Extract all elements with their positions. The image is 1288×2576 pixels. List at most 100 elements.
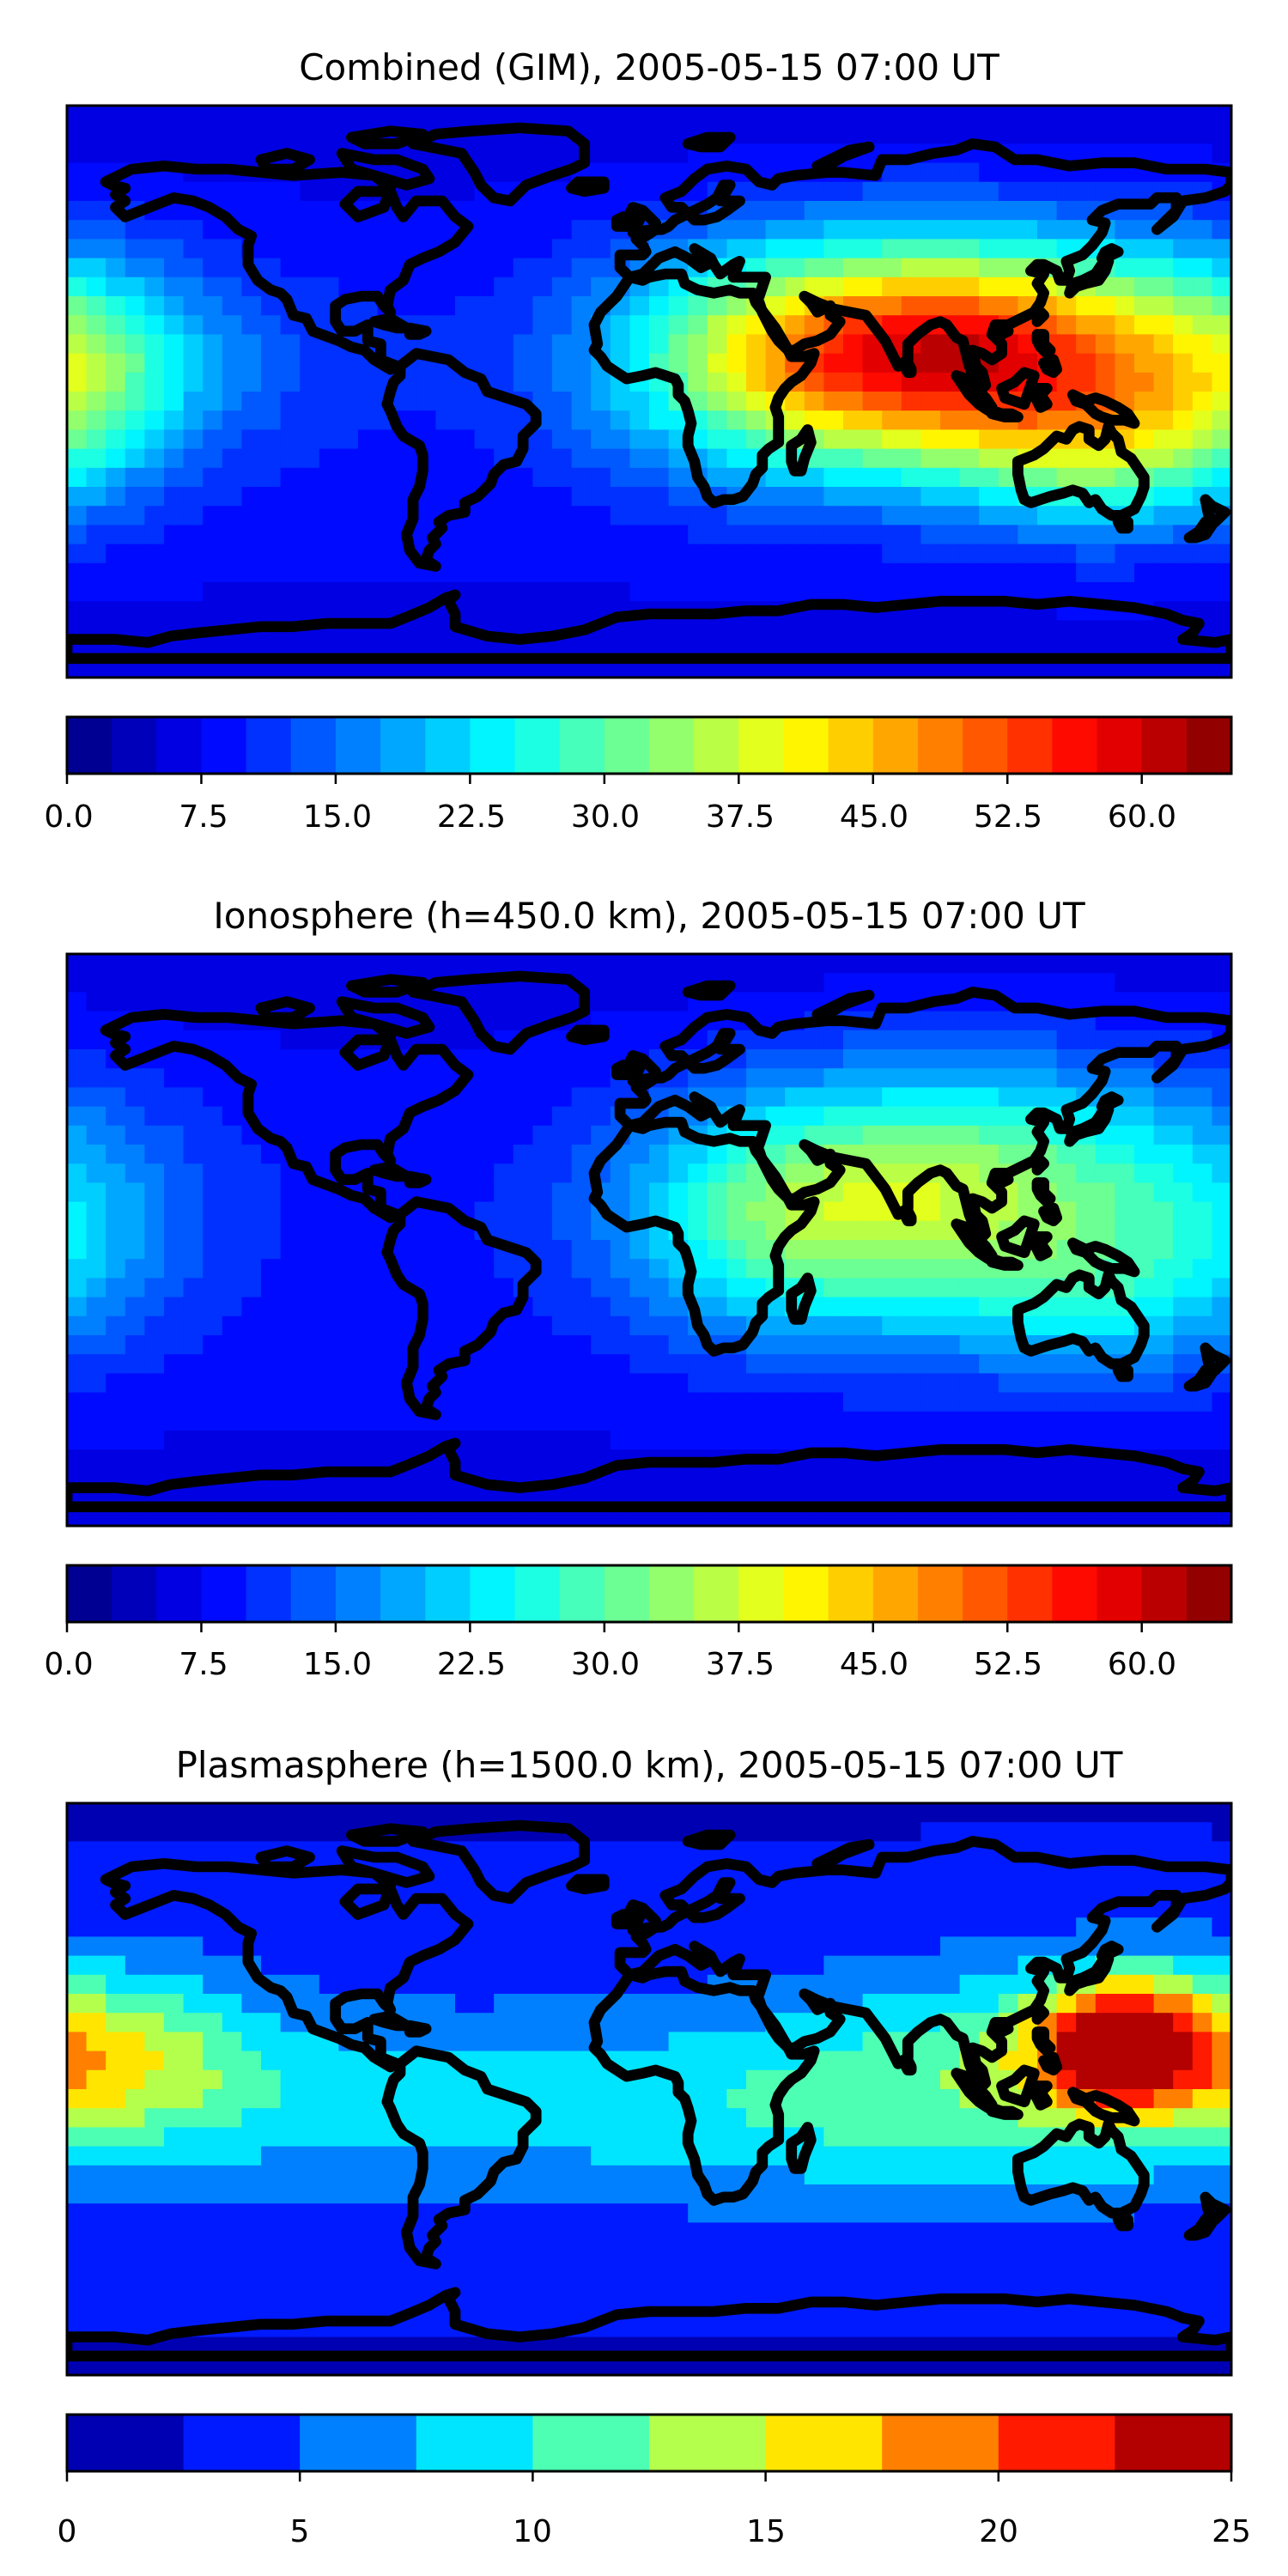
field-cell xyxy=(125,1182,145,1203)
field-cell xyxy=(358,601,379,621)
field-cell xyxy=(474,448,495,469)
field-cell xyxy=(1134,954,1155,974)
field-cell xyxy=(668,1297,689,1317)
field-cell xyxy=(144,1030,165,1050)
field-cell xyxy=(746,1182,767,1203)
field-cell xyxy=(300,525,320,545)
field-cell xyxy=(222,1994,242,2014)
field-cell xyxy=(940,1917,961,1937)
field-cell xyxy=(959,1011,980,1031)
field-cell xyxy=(920,1068,941,1088)
field-cell xyxy=(67,954,88,974)
field-cell xyxy=(203,1259,223,1279)
field-cell xyxy=(610,2203,630,2223)
field-cell xyxy=(1173,2165,1194,2185)
colorbar-segment xyxy=(783,1565,829,1622)
field-cell xyxy=(862,1278,883,1298)
field-cell xyxy=(183,1163,204,1183)
field-cell xyxy=(261,1259,282,1279)
field-cell xyxy=(319,239,339,259)
field-cell xyxy=(1056,143,1077,164)
field-cell xyxy=(1192,1803,1212,1823)
field-cell xyxy=(882,506,902,526)
field-cell xyxy=(571,544,592,564)
field-cell xyxy=(1153,1315,1174,1336)
field-cell xyxy=(688,1145,708,1164)
field-cell xyxy=(86,315,106,335)
field-cell xyxy=(843,973,864,993)
field-cell xyxy=(998,201,1018,221)
field-cell xyxy=(261,220,282,240)
field-cell xyxy=(649,276,670,297)
field-cell xyxy=(1076,1297,1097,1317)
field-cell xyxy=(300,201,320,221)
field-cell xyxy=(494,410,514,430)
field-cell xyxy=(1056,1315,1077,1336)
field-cell xyxy=(1212,1335,1231,1355)
field-cell xyxy=(183,954,204,974)
field-cell xyxy=(765,1087,786,1108)
field-cell xyxy=(261,1879,282,1899)
field-cell xyxy=(823,276,844,297)
field-cell xyxy=(610,1392,630,1413)
field-cell xyxy=(532,2069,553,2090)
field-cell xyxy=(319,353,339,374)
field-cell xyxy=(1056,1297,1077,1317)
field-cell xyxy=(998,1068,1018,1088)
field-cell xyxy=(940,1468,961,1489)
field-cell xyxy=(804,1315,824,1336)
field-cell xyxy=(532,1087,553,1108)
field-cell xyxy=(338,239,359,259)
field-cell xyxy=(765,239,786,259)
field-cell xyxy=(280,2069,301,2090)
field-cell xyxy=(474,1431,495,1450)
field-cell xyxy=(649,410,670,430)
field-cell xyxy=(1115,1106,1135,1127)
field-cell xyxy=(804,2184,824,2204)
field-cell xyxy=(940,181,961,202)
field-cell xyxy=(1153,2013,1174,2032)
field-cell xyxy=(532,258,553,278)
field-cell xyxy=(513,1974,533,1995)
field-cell xyxy=(125,2203,145,2223)
field-cell xyxy=(1212,2013,1231,2032)
field-cell xyxy=(319,1068,339,1088)
field-cell xyxy=(144,1955,165,1976)
field-cell xyxy=(726,525,747,545)
field-cell xyxy=(125,1449,145,1469)
field-cell xyxy=(688,2032,708,2052)
field-cell xyxy=(280,506,301,526)
field-cell xyxy=(144,392,165,411)
field-cell xyxy=(940,2108,961,2128)
field-cell xyxy=(804,1068,824,1088)
field-cell xyxy=(707,1354,727,1374)
field-cell xyxy=(319,1125,339,1145)
field-cell xyxy=(203,562,223,583)
field-cell xyxy=(1212,2069,1231,2090)
field-cell xyxy=(998,1411,1018,1431)
field-cell xyxy=(532,1335,553,1355)
field-cell xyxy=(474,1106,495,1127)
field-cell xyxy=(707,2032,727,2052)
field-cell xyxy=(920,1049,941,1069)
field-cell xyxy=(765,1373,786,1394)
field-cell xyxy=(455,258,476,278)
field-cell xyxy=(591,1392,611,1413)
field-cell xyxy=(862,1354,883,1374)
field-cell xyxy=(940,487,961,507)
field-cell xyxy=(164,334,185,355)
field-cell xyxy=(86,372,106,392)
field-cell xyxy=(1076,1373,1097,1394)
field-cell xyxy=(474,1125,495,1145)
field-cell xyxy=(552,143,573,164)
field-cell xyxy=(979,544,999,564)
field-cell xyxy=(726,954,747,974)
field-cell xyxy=(920,1011,941,1031)
field-cell xyxy=(164,544,185,564)
field-cell xyxy=(474,2127,495,2148)
field-cell xyxy=(125,315,145,335)
field-cell xyxy=(1095,353,1115,374)
field-cell xyxy=(474,2203,495,2223)
field-cell xyxy=(494,296,514,316)
field-cell xyxy=(823,106,844,125)
